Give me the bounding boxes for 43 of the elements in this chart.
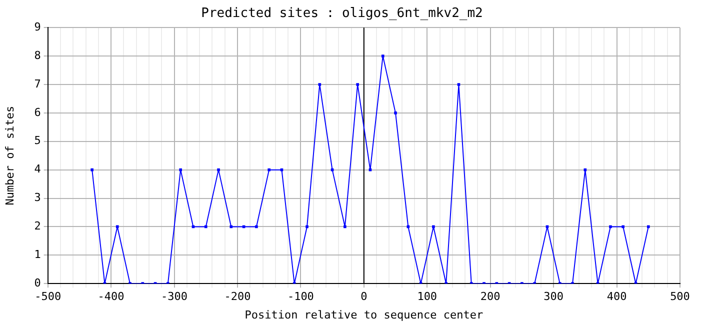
- x-tick-label: -500: [34, 290, 62, 304]
- point: [255, 225, 258, 228]
- y-tick-label: 9: [34, 20, 41, 34]
- x-tick-label: -100: [287, 290, 314, 304]
- x-tick-label: -200: [224, 290, 251, 304]
- point: [609, 225, 612, 228]
- x-tick-label: 100: [417, 290, 438, 304]
- y-tick-label: 8: [34, 48, 41, 62]
- y-tick-label: 7: [34, 77, 41, 90]
- point: [356, 83, 360, 86]
- point: [646, 225, 650, 228]
- point: [432, 225, 435, 228]
- x-tick-label: -400: [98, 290, 124, 304]
- point: [306, 225, 308, 228]
- point: [116, 225, 119, 228]
- point: [179, 168, 182, 172]
- y-tick-label: 3: [34, 191, 41, 204]
- y-tick-label: 5: [34, 134, 41, 148]
- x-tick-label: 500: [670, 290, 690, 304]
- point: [406, 225, 410, 228]
- y-tick-label: 1: [34, 248, 41, 262]
- point: [622, 225, 625, 228]
- point: [318, 83, 322, 86]
- y-tick-label: 0: [34, 276, 41, 290]
- point: [204, 225, 208, 228]
- point: [344, 225, 346, 228]
- point: [217, 168, 220, 172]
- point: [381, 54, 384, 58]
- x-tick-label: -300: [161, 290, 188, 304]
- point: [268, 168, 270, 172]
- x-tick-label: 0: [360, 290, 368, 304]
- x-axis-title: Position relative to sequence center: [244, 308, 484, 322]
- point: [230, 225, 233, 228]
- y-axis-title: Number of sites: [3, 106, 16, 206]
- x-tick-label: 300: [544, 290, 564, 304]
- chart-title: Predicted sites : oligos_6nt_mkv2_m2: [201, 6, 483, 22]
- y-tick-label: 6: [34, 106, 41, 119]
- y-tick-label: 4: [34, 162, 42, 176]
- y-tick-label: 2: [34, 220, 41, 233]
- x-tick-label: 200: [480, 290, 500, 304]
- x-tick-label: 400: [606, 290, 627, 304]
- point: [457, 83, 460, 86]
- point: [90, 168, 94, 172]
